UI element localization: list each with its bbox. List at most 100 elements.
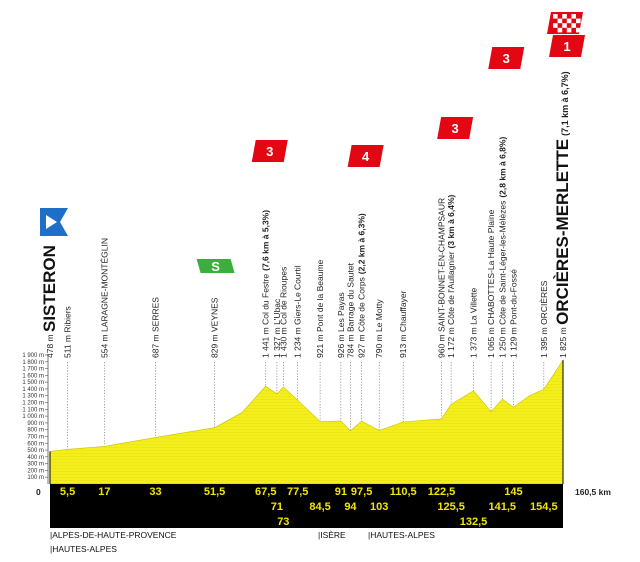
waypoint-label: 1 234 m Giers-Le Courtil <box>293 265 303 358</box>
waypoint-label: 687 m SERRES <box>150 297 160 358</box>
y-tick-label: 900 m <box>27 421 44 427</box>
waypoint-text: 829 m VEYNES <box>210 297 220 358</box>
waypoint-town: SISTERON <box>40 245 59 332</box>
waypoint-label: 1 373 m La Villette <box>469 287 479 358</box>
distance-km-label: 51,5 <box>204 486 225 498</box>
distance-km-label: 97,5 <box>351 486 372 498</box>
finish-flag-check <box>566 27 572 33</box>
waypoint-text: 511 m Ribiers <box>63 306 73 358</box>
distance-km-label: 71 <box>271 501 283 513</box>
y-tick-label: 1 800 m <box>22 360 44 366</box>
distance-km-label: 17 <box>98 486 110 498</box>
y-tick-label: 600 m <box>27 441 44 447</box>
y-tick-label: 1 400 m <box>22 387 44 393</box>
waypoint-name: 1 441 m Col du Festre <box>261 274 271 358</box>
climb-category-label: 3 <box>452 121 459 136</box>
waypoint-label: 913 m Chauffayer <box>398 290 408 358</box>
waypoint-label: 1 327 m L'Ubac <box>272 298 282 358</box>
waypoint-text: 921 m Pont de la Beaume <box>315 259 325 358</box>
y-tick-label: 800 m <box>27 428 44 434</box>
sprint-badge <box>196 259 235 273</box>
waypoint-label: 554 m LARAGNE-MONTÉGLIN <box>99 238 109 358</box>
waypoint-text: 478 m SISTERON <box>40 245 59 358</box>
climb-category-badge <box>251 140 288 162</box>
distance-km-label: 91 <box>335 486 347 498</box>
department-label: |ISÈRE <box>318 530 346 540</box>
climb-category-label: 4 <box>362 149 370 164</box>
distance-km-label: 5,5 <box>60 486 75 498</box>
department-labels: |ALPES-DE-HAUTE-PROVENCE |HAUTES-ALPES |IS… <box>50 530 435 554</box>
waypoint-climb-info: (2,8 km à 6,8%) <box>497 137 507 198</box>
waypoint-text: 1 430 m Col de Rioupes <box>278 267 288 358</box>
y-tick-label: 400 m <box>27 455 44 461</box>
waypoint-text: 554 m LARAGNE-MONTÉGLIN <box>99 238 109 358</box>
y-tick-label: 1 600 m <box>22 373 44 379</box>
waypoint-climb-info: (7,6 km à 5,3%) <box>261 210 271 271</box>
distance-km-label: 33 <box>149 486 161 498</box>
waypoint-label: 1 430 m Col de Rioupes <box>278 267 288 358</box>
distance-km-label: 67,5 <box>255 486 276 498</box>
waypoint-text: 1 129 m Pont-du-Fossé <box>508 269 518 358</box>
waypoint-name: 960 m SAINT-BONNET-EN-CHAMPSAUR <box>437 198 447 358</box>
department-label: |HAUTES-ALPES <box>50 544 117 554</box>
profile-area <box>49 359 564 485</box>
waypoint-label: 960 m SAINT-BONNET-EN-CHAMPSAUR <box>437 198 447 358</box>
waypoint-altitude: 478 m <box>45 332 55 358</box>
waypoint-name: 1 250 m Côte de Saint-Léger-les-Mélèzes <box>497 201 507 358</box>
distance-km-label: 125,5 <box>437 501 465 513</box>
start-arrow-icon <box>46 215 57 229</box>
sprint-label: S <box>211 259 220 274</box>
waypoint-name: 1 395 m ORCIÈRES <box>539 280 549 358</box>
y-axis: 1 900 m1 800 m1 700 m1 600 m1 500 m1 400… <box>22 353 49 484</box>
distance-bar: 0 160,5 km 5,5 17 33 51,5 67,5 71 73 77,584,5 91 94… <box>36 484 611 528</box>
distance-start-label: 0 <box>36 487 41 497</box>
distance-bar-bg <box>50 484 563 528</box>
y-tick-label: 700 m <box>27 434 44 440</box>
waypoint-label: 790 m Le Motty <box>374 299 384 358</box>
climb-badges: S 3 4 3 3 1 <box>40 12 585 274</box>
waypoint-name: 1 129 m Pont-du-Fossé <box>508 269 518 358</box>
distance-km-label: 84,5 <box>309 501 330 513</box>
waypoint-name: 926 m Les Payas <box>336 292 346 358</box>
waypoint-label: 1 441 m Col du Festre (7,6 km à 5,3%) <box>261 210 271 358</box>
waypoint-text: 926 m Les Payas <box>336 292 346 358</box>
waypoint-label: 511 m Ribiers <box>63 306 73 358</box>
waypoint-name: 1 327 m L'Ubac <box>272 298 282 358</box>
finish-flag-check <box>571 14 576 19</box>
waypoint-name: 913 m Chauffayer <box>398 290 408 358</box>
waypoint-label: 1 395 m ORCIÈRES <box>539 280 549 358</box>
finish-flag-check <box>557 27 563 33</box>
y-tick-label: 300 m <box>27 462 44 468</box>
waypoint-label: 1 065 m CHABOTTES-La Haute Plaine <box>486 209 496 358</box>
climb-category-badge <box>347 145 384 167</box>
finish-flag-check <box>571 23 576 28</box>
waypoint-label: 926 m Les Payas <box>336 292 346 358</box>
waypoint-name: 927 m Côte de Corps <box>357 277 367 358</box>
waypoint-text: 1 234 m Giers-Le Courtil <box>293 265 303 358</box>
y-tick-label: 500 m <box>27 448 44 454</box>
waypoint-name: 921 m Pont de la Beaume <box>315 259 325 358</box>
waypoint-name: 554 m LARAGNE-MONTÉGLIN <box>99 238 109 358</box>
waypoint-name: 1 172 m Côte de l'Aullagnier <box>446 251 456 358</box>
finish-flag-check <box>576 18 581 24</box>
waypoint-text: 1 441 m Col du Festre (7,6 km à 5,3%) <box>261 210 271 358</box>
climb-category-label: 3 <box>266 144 273 159</box>
y-tick-label: 1 500 m <box>22 380 44 386</box>
y-tick-label: 1 300 m <box>22 394 44 400</box>
distance-km-label: 73 <box>277 516 289 528</box>
y-tick-label: 100 m <box>27 475 44 481</box>
waypoint-text: 687 m SERRES <box>150 297 160 358</box>
distance-km-label: 103 <box>370 501 388 513</box>
waypoint-label: 1 172 m Côte de l'Aullagnier (3 km à 6,4%… <box>446 194 456 358</box>
y-tick-label: 200 m <box>27 468 44 474</box>
waypoint-label: 478 m SISTERON <box>40 245 59 358</box>
department-label: |ALPES-DE-HAUTE-PROVENCE <box>50 530 177 540</box>
waypoint-text: 1 395 m ORCIÈRES <box>539 280 549 358</box>
y-tick-label: 1 200 m <box>22 401 44 407</box>
finish-flag-check <box>557 18 563 24</box>
waypoint-text: 1 065 m CHABOTTES-La Haute Plaine <box>486 209 496 358</box>
finish-flag-check <box>576 27 581 33</box>
waypoint-text: 790 m Le Motty <box>374 299 384 358</box>
waypoint-label: 927 m Côte de Corps (2,2 km à 6,3%) <box>357 213 367 358</box>
